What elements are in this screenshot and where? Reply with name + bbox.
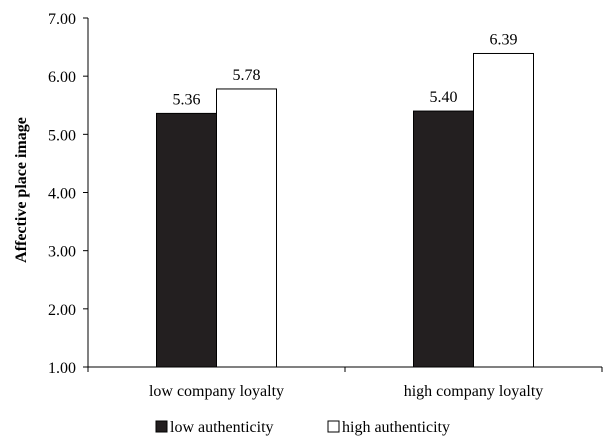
bar-value-label: 5.36 [173,91,201,108]
bar-low-authenticity [413,110,474,368]
y-axis: 1.00 2.00 3.00 4.00 5.00 6.00 7.00 [48,11,89,377]
bar-value-label: 5.78 [233,67,261,84]
legend: low authenticity high authenticity [155,419,450,436]
y-tick-label: 3.00 [48,244,76,261]
bars: 5.36 5.78 5.40 6.39 [156,31,534,368]
bar-value-label: 5.40 [430,89,458,106]
legend-swatch [327,420,340,433]
legend-label: high authenticity [342,419,450,436]
y-axis-title: Affective place image [13,117,30,263]
x-axis: low company loyalty high company loyalty [87,366,603,400]
bar-value-label: 6.39 [490,31,518,48]
y-tick-label: 4.00 [48,186,76,203]
y-tick-label: 1.00 [48,360,76,377]
y-tick-label: 7.00 [48,11,76,28]
x-category-label: low company loyalty [149,383,284,400]
bar-high-authenticity [216,88,277,368]
legend-label: low authenticity [170,419,274,436]
legend-swatch [155,420,168,433]
bar-high-authenticity [473,52,534,368]
x-category-label: high company loyalty [404,383,544,400]
bar-low-authenticity [156,112,217,368]
y-tick-label: 5.00 [48,127,76,144]
y-tick-label: 2.00 [48,302,76,319]
y-tick-label: 6.00 [48,69,76,86]
